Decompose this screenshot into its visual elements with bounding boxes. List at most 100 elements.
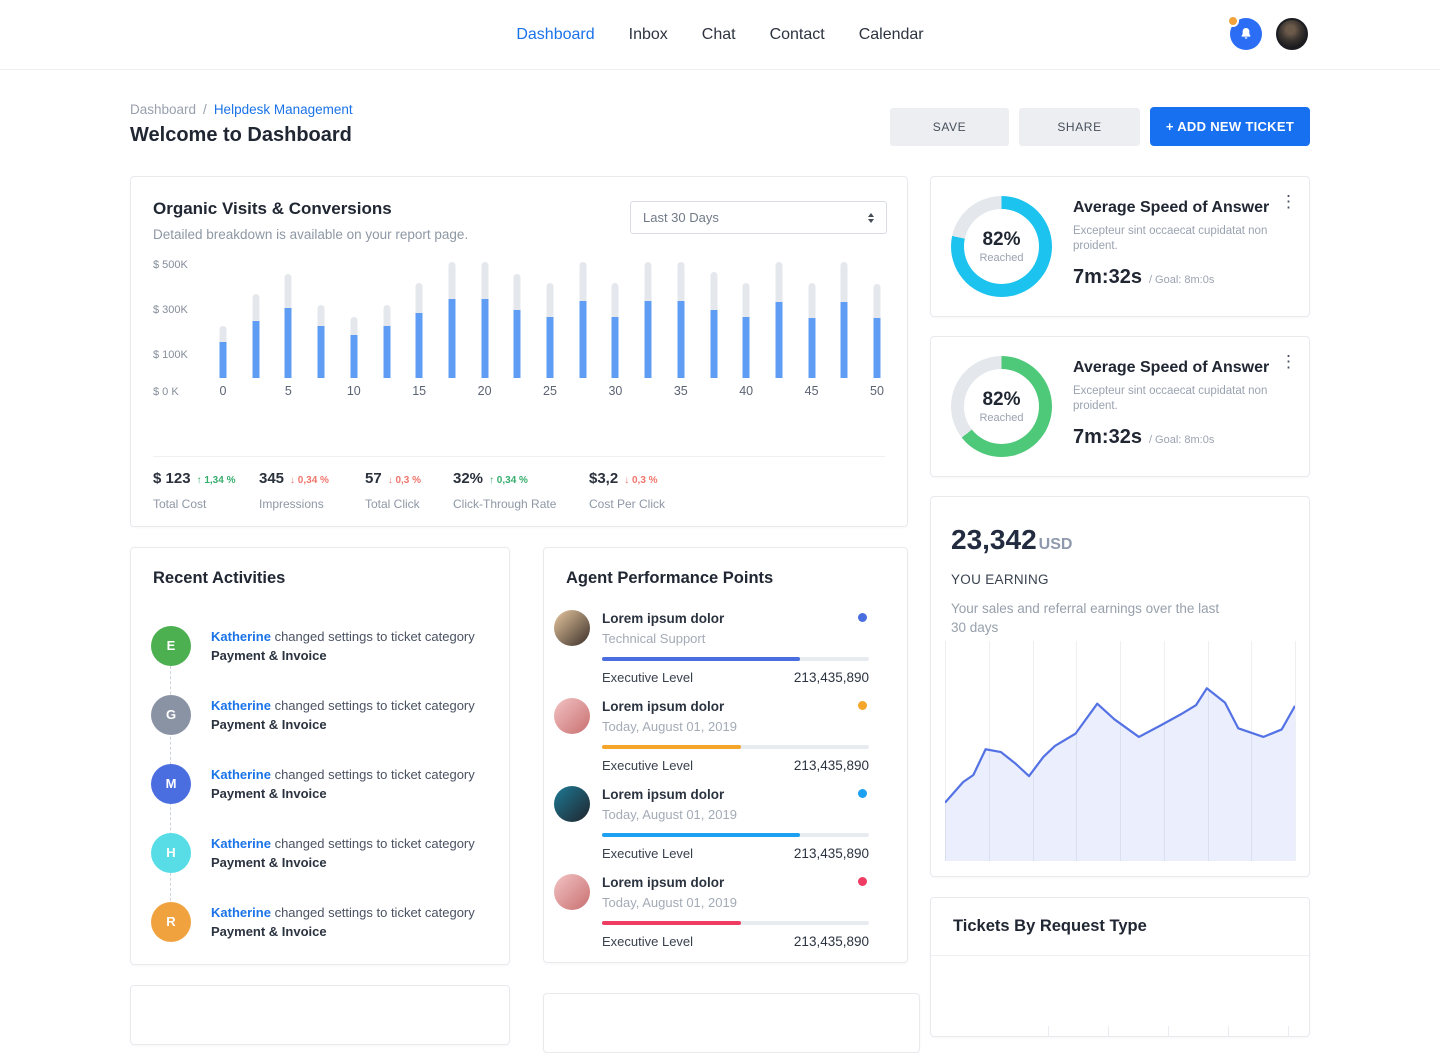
donut-percent: 82%	[982, 229, 1021, 250]
stat-label: Total Cost	[153, 497, 207, 511]
agent-level-label: Executive Level	[602, 670, 694, 685]
earnings-gridline	[1207, 641, 1209, 861]
add-new-ticket-button[interactable]: + ADD NEW TICKET	[1150, 107, 1310, 146]
earnings-line	[945, 641, 1295, 861]
bar-x15	[415, 282, 423, 378]
activity-user-link[interactable]: Katherine	[211, 697, 271, 713]
bar-fill	[252, 321, 260, 378]
breadcrumb-parent[interactable]: Dashboard	[130, 102, 197, 117]
activity-avatar: M	[151, 763, 191, 804]
speed-of-answer-card-1: 82% Reached Average Speed of Answer Exce…	[930, 176, 1310, 317]
activity-text: Katherine changed settings to ticket cat…	[211, 628, 475, 663]
bar-fill	[513, 309, 521, 378]
share-button[interactable]: SHARE	[1019, 108, 1140, 146]
earnings-desc: Your sales and referral earnings over th…	[951, 601, 1220, 635]
activity-text: Katherine changed settings to ticket cat…	[211, 904, 475, 939]
stat-cost-per-click: $3,2 ↓ 0,3 % Cost Per Click	[589, 470, 665, 511]
bar-x50	[873, 283, 881, 378]
activity-user-link[interactable]: Katherine	[211, 628, 271, 644]
stat-label: Impressions	[259, 497, 324, 511]
bar-x35	[677, 262, 685, 378]
nav-item-calendar[interactable]: Calendar	[858, 25, 924, 43]
speed-of-answer-card-2: 82% Reached Average Speed of Answer Exce…	[930, 336, 1310, 477]
agent-level-label: Executive Level	[602, 758, 694, 773]
agent-body: Lorem ipsum dolor Today, August 01, 2019 E…	[602, 786, 869, 861]
bar-fill	[219, 341, 227, 378]
bar-fill	[546, 316, 554, 378]
agent-points-value: 213,435,890	[793, 846, 869, 861]
speed-time: 7m:32s	[1073, 266, 1142, 288]
activity-user-link[interactable]: Katherine	[211, 766, 271, 782]
activity-user-link[interactable]: Katherine	[211, 904, 271, 920]
earnings-gridline	[1120, 641, 1121, 861]
gridline-stub	[1048, 1026, 1049, 1036]
activity-item: H Katherine changed settings to ticket ca…	[151, 818, 495, 887]
organic-card-title: Organic Visits & Conversions	[153, 199, 392, 218]
activity-item: R Katherine changed settings to ticket ca…	[151, 887, 495, 956]
activity-target: Payment & Invoice	[211, 716, 327, 732]
kebab-menu-icon[interactable]: ⋮	[1280, 192, 1297, 211]
nav-item-contact[interactable]: Contact	[769, 25, 825, 43]
xtick-label: 40	[739, 384, 754, 398]
nav-item-inbox[interactable]: Inbox	[628, 25, 668, 43]
agent-list: Lorem ipsum dolor Technical Support Execut…	[554, 610, 869, 962]
earnings-card: 23,342 USD YOU EARNING Your sales and ref…	[930, 496, 1310, 877]
xtick-label: 45	[804, 384, 819, 398]
agent-performance-card: Agent Performance Points Lorem ipsum dol…	[543, 547, 908, 963]
activity-user-link[interactable]: Katherine	[211, 835, 271, 851]
bar-x32.5	[644, 262, 652, 378]
nav-item-chat[interactable]: Chat	[701, 25, 736, 43]
stat-value: $ 123	[153, 470, 191, 487]
main-nav: Dashboard Inbox Chat Contact Calendar	[516, 26, 923, 44]
donut-percent: 82%	[982, 389, 1021, 410]
bar-x42.5	[775, 262, 783, 378]
profile-avatar[interactable]	[1276, 18, 1308, 50]
nav-item-dashboard[interactable]: Dashboard	[516, 25, 595, 43]
xtick-label: 20	[477, 384, 492, 398]
agent-avatar	[554, 786, 590, 822]
agent-body: Lorem ipsum dolor Today, August 01, 2019 E…	[602, 698, 869, 773]
stat-delta-up: ↑ 0,34 %	[489, 475, 528, 486]
bar-x30	[611, 282, 619, 378]
agent-name: Lorem ipsum dolor	[602, 787, 725, 802]
xtick-label: 0	[219, 384, 227, 398]
bell-icon	[1241, 28, 1251, 39]
xtick-label: 50	[870, 384, 884, 398]
bar-x17.5	[448, 262, 456, 378]
bar-x0	[219, 325, 227, 378]
stat-top: 345 ↓ 0,34 %	[259, 470, 365, 488]
select-arrows-icon	[868, 212, 874, 223]
activity-item: M Katherine changed settings to ticket ca…	[151, 749, 495, 818]
agent-progress-fill	[602, 833, 800, 837]
agent-points-value: 213,435,890	[793, 670, 869, 685]
activity-item: E Katherine changed settings to ticket ca…	[151, 611, 495, 680]
bar-x37.5	[710, 272, 717, 378]
stat-total-cost: $ 123 ↑ 1,34 % Total Cost	[153, 470, 259, 511]
stat-top: 57 ↓ 0,3 %	[365, 470, 453, 488]
bar-fill	[742, 316, 750, 378]
kebab-menu-icon[interactable]: ⋮	[1280, 352, 1297, 371]
agent-progress-track	[602, 921, 869, 925]
bar-fill	[481, 298, 489, 378]
bar-x25	[546, 282, 554, 378]
status-dot-icon	[858, 701, 867, 710]
agent-subtitle: Today, August 01, 2019	[602, 719, 737, 734]
period-select[interactable]: Last 30 Days	[630, 201, 887, 234]
notification-dot-icon	[1227, 15, 1239, 27]
activity-target: Payment & Invoice	[211, 854, 327, 870]
bar-fill	[808, 317, 816, 378]
agent-avatar	[554, 610, 590, 646]
agent-progress-track	[602, 833, 869, 837]
agent-level-label: Executive Level	[602, 934, 694, 949]
stat-top: $3,2 ↓ 0,3 %	[589, 470, 665, 488]
earnings-gridline	[1076, 641, 1078, 861]
top-bar: Dashboard Inbox Chat Contact Calendar	[0, 0, 1440, 70]
xtick-label: 25	[543, 384, 557, 398]
donut-label: Reached	[979, 252, 1024, 264]
save-button[interactable]: SAVE	[890, 108, 1009, 146]
stat-value: 345	[259, 470, 285, 487]
breadcrumb-current[interactable]: Helpdesk Management	[213, 102, 353, 117]
stat-value: 57	[365, 470, 382, 487]
gridline-stub	[1108, 1026, 1109, 1036]
notifications-button[interactable]	[1227, 15, 1262, 50]
